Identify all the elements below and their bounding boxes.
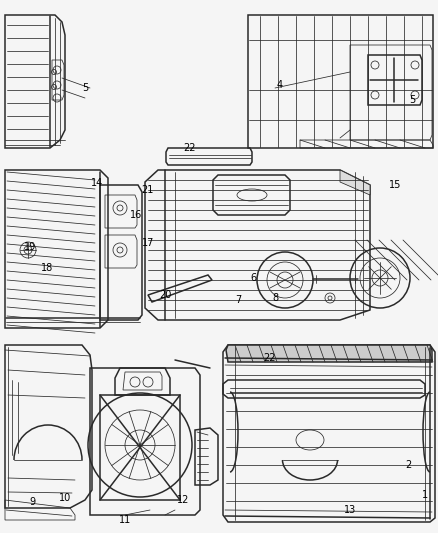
Text: 1: 1 [422, 490, 428, 500]
Text: 20: 20 [159, 290, 171, 300]
Text: 12: 12 [177, 495, 189, 505]
Text: 4: 4 [277, 80, 283, 90]
Text: 7: 7 [235, 295, 241, 305]
Text: 11: 11 [119, 515, 131, 525]
Text: 13: 13 [344, 505, 356, 515]
Text: 15: 15 [389, 180, 401, 190]
Text: 5: 5 [409, 95, 415, 105]
Text: 6: 6 [250, 273, 256, 283]
Text: 9: 9 [29, 497, 35, 507]
Polygon shape [340, 170, 370, 195]
Polygon shape [226, 345, 432, 362]
Text: 10: 10 [59, 493, 71, 503]
Text: 16: 16 [130, 210, 142, 220]
Text: 18: 18 [41, 263, 53, 273]
Text: 22: 22 [183, 143, 195, 153]
Text: 17: 17 [142, 238, 154, 248]
Text: 2: 2 [405, 460, 411, 470]
Text: 14: 14 [91, 178, 103, 188]
Text: 19: 19 [24, 242, 36, 252]
Text: 22: 22 [264, 353, 276, 363]
Text: 8: 8 [272, 293, 278, 303]
Text: 21: 21 [141, 185, 153, 195]
Text: 5: 5 [82, 83, 88, 93]
